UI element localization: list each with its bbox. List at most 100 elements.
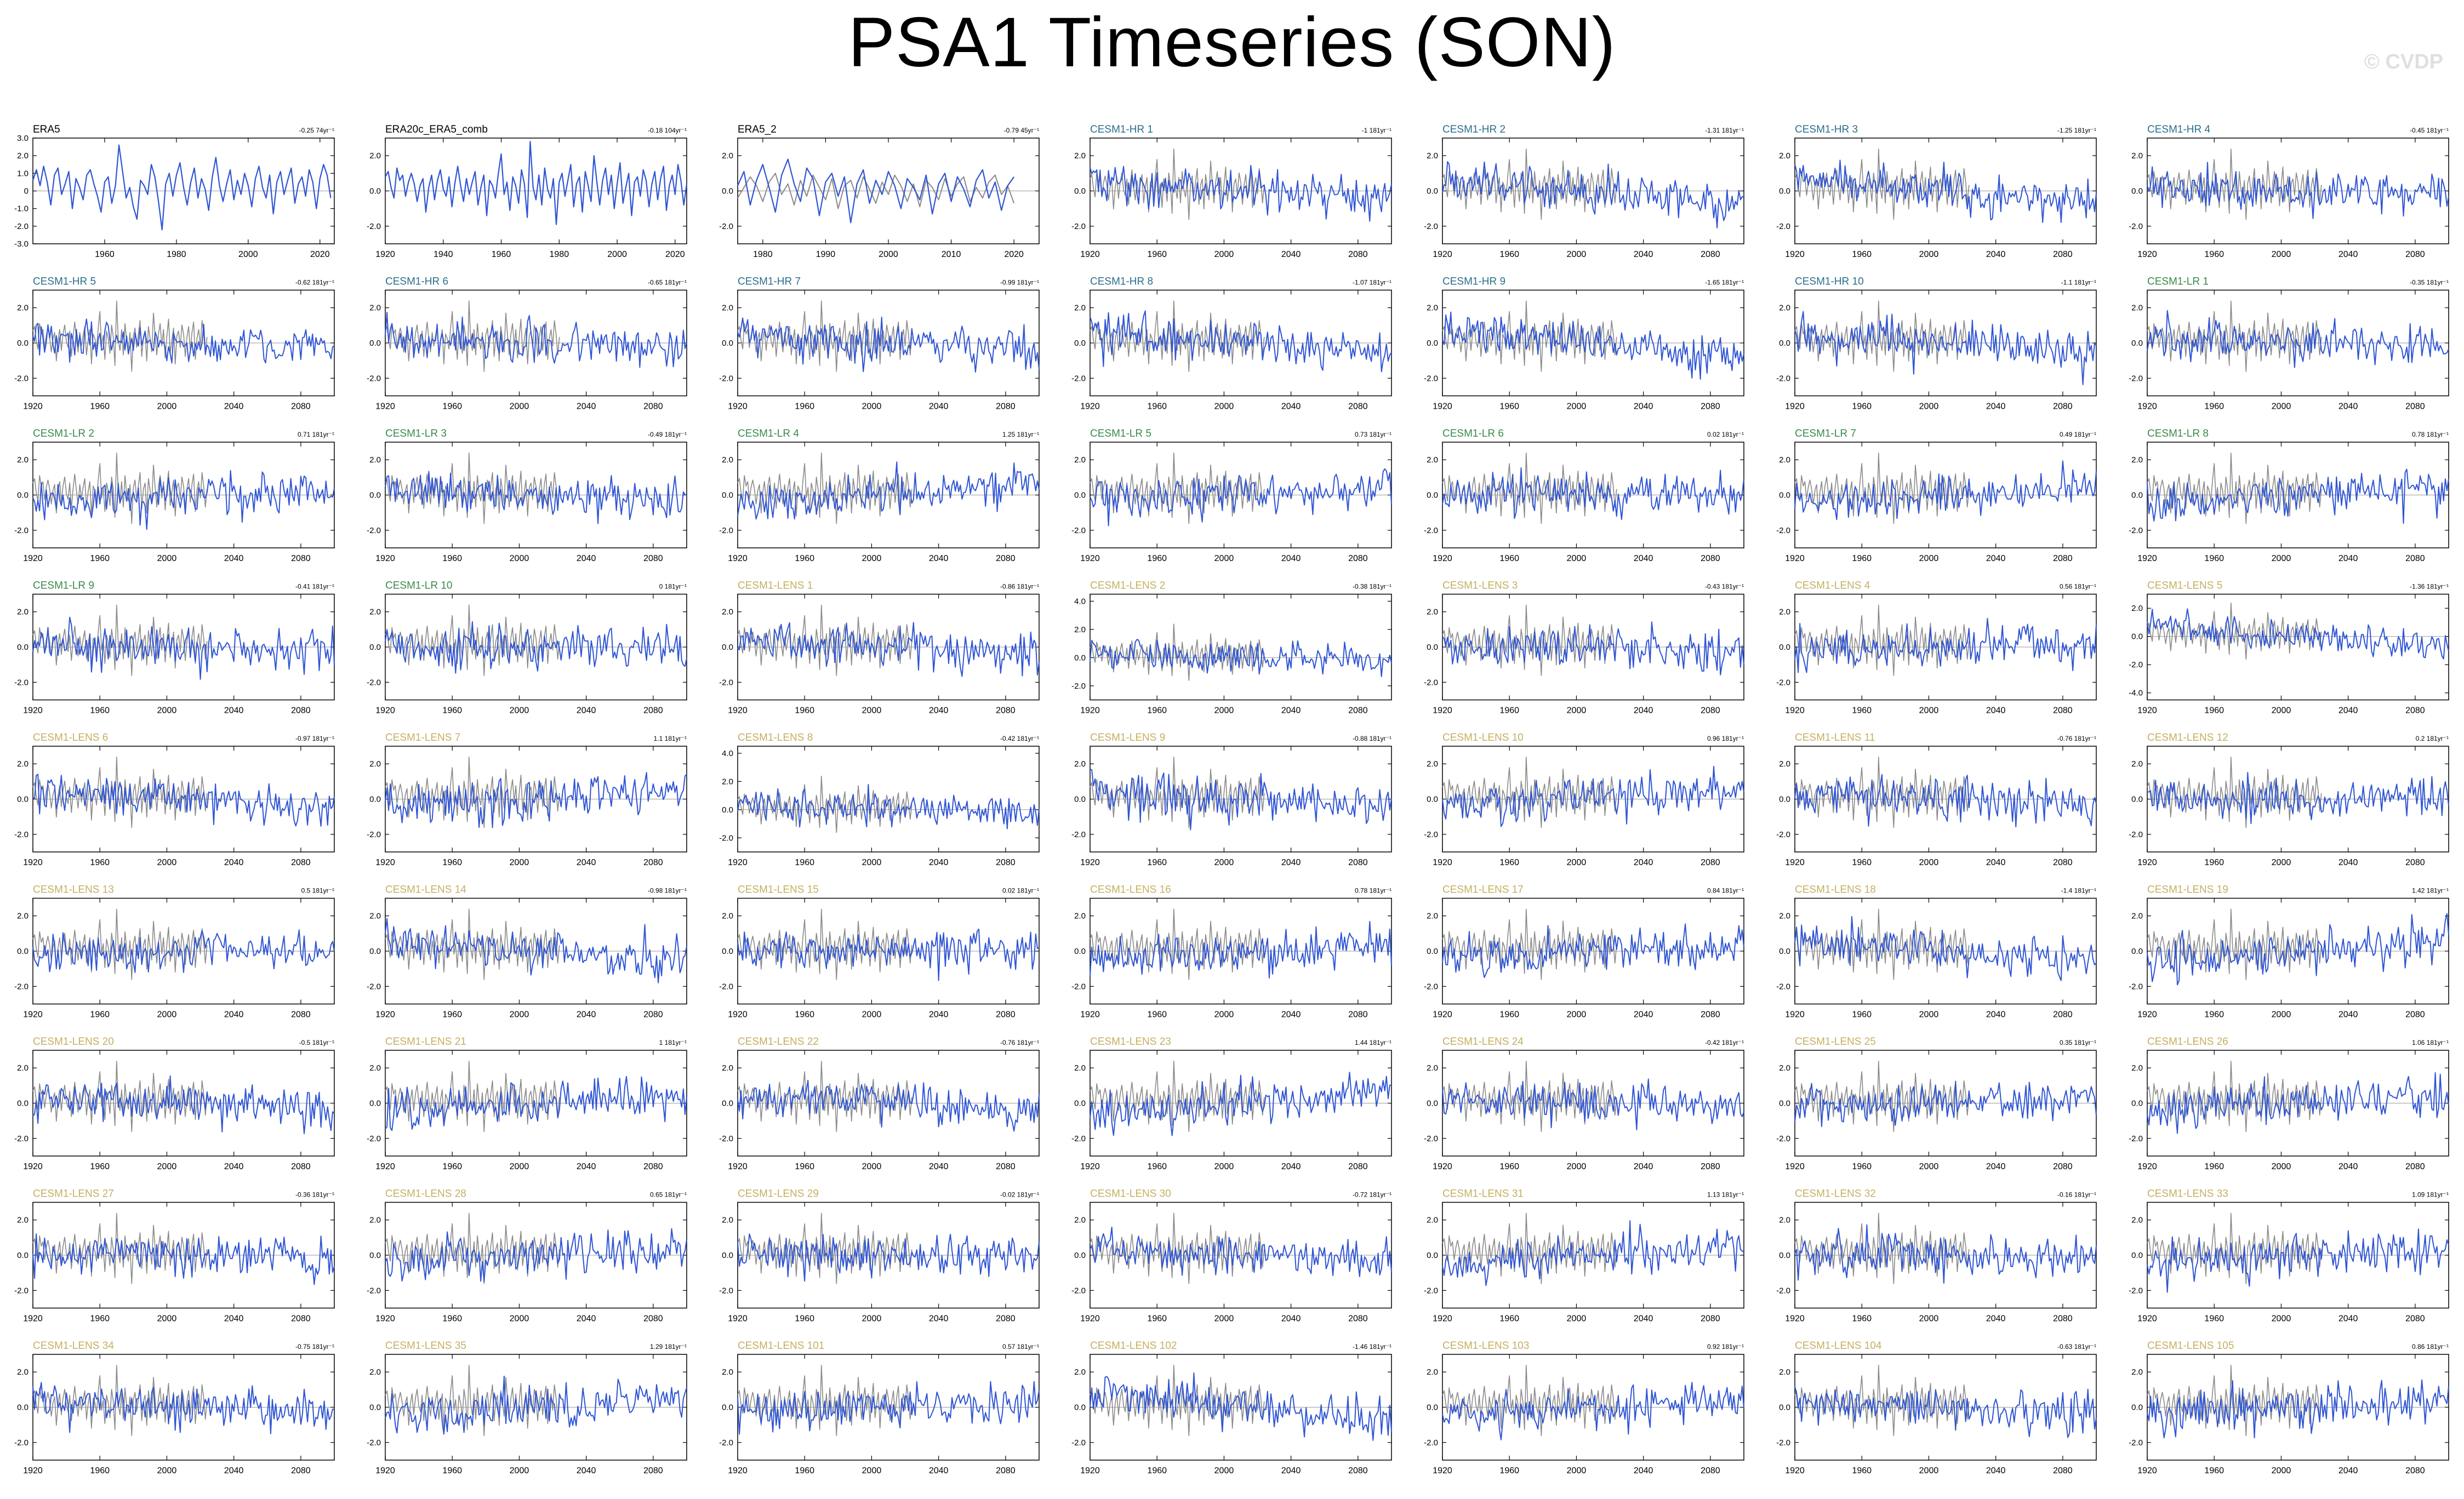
x-tick-label: 2000	[510, 1162, 529, 1171]
x-tick-label: 2040	[1281, 250, 1301, 259]
x-tick-label: 2040	[2338, 554, 2358, 563]
y-tick-label: -2.0	[1424, 374, 1438, 383]
panel-era20c-era5-comb: ERA20c_ERA5_comb -0.18 104yr⁻¹ -2.0 0.0 2.0 1…	[367, 124, 688, 259]
panel-era5: ERA5 -0.25 74yr⁻¹ -3.0 -2.0 -1.0 0 1.0 2.0 3.0 19…	[14, 124, 335, 259]
x-tick-label: 2000	[2272, 1314, 2291, 1324]
panel-title: CESM1-HR 7	[738, 276, 801, 288]
x-tick-label: 2000	[2272, 1162, 2291, 1171]
panel-title: CESM1-LENS 16	[1090, 884, 1171, 896]
x-tick-label: 2080	[2053, 1314, 2073, 1324]
y-tick-label: 0.0	[17, 643, 28, 652]
trend-label: -0.62 181yr⁻¹	[295, 279, 334, 287]
x-tick-label: 1920	[1433, 250, 1452, 259]
x-tick-label: 2000	[1567, 1162, 1587, 1171]
x-tick-label: 1980	[167, 250, 186, 259]
panel-title: CESM1-LENS 3	[1442, 580, 1518, 592]
trend-label: -0.86 181yr⁻¹	[1000, 583, 1039, 591]
x-tick-label: 2000	[2272, 402, 2291, 411]
x-tick-label: 1960	[795, 706, 814, 716]
x-tick-label: 1920	[1433, 554, 1452, 563]
x-tick-label: 2000	[1567, 858, 1587, 867]
x-tick-label: 1920	[1433, 858, 1452, 867]
x-tick-label: 2080	[291, 1314, 311, 1324]
x-tick-label: 2040	[1634, 1162, 1653, 1171]
x-tick-label: 2040	[1986, 402, 2006, 411]
x-tick-label: 2080	[1348, 1314, 1368, 1324]
series-line	[1442, 467, 1744, 520]
x-tick-label: 1920	[2137, 1466, 2157, 1475]
y-tick-label: 0.0	[1427, 1099, 1438, 1108]
panel-cesm1-hr-3: CESM1-HR 3 -1.25 181yr⁻¹ -2.0 0.0 2.0 1920 196…	[1776, 124, 2097, 259]
y-tick-label: 0.0	[2131, 187, 2143, 196]
x-tick-label: 1960	[1852, 1162, 1872, 1171]
y-tick-label: -2.0	[1776, 1286, 1790, 1295]
x-tick-label: 1920	[375, 858, 395, 867]
x-tick-label: 2040	[2338, 706, 2358, 716]
x-tick-label: 1920	[375, 402, 395, 411]
y-tick-label: 0.0	[1074, 795, 1086, 804]
x-tick-label: 2040	[577, 402, 596, 411]
y-tick-label: 2.0	[369, 304, 381, 313]
panel-cesm1-hr-4: CESM1-HR 4 -0.45 181yr⁻¹ -2.0 0.0 2.0 1920 196…	[2129, 124, 2449, 259]
x-tick-label: 2080	[1701, 554, 1720, 563]
y-tick-label: -2.0	[367, 678, 381, 687]
trend-label: -0.18 104yr⁻¹	[648, 127, 687, 134]
trend-label: 1.25 181yr⁻¹	[1002, 431, 1039, 438]
x-tick-label: 2080	[291, 1162, 311, 1171]
x-tick-label: 2080	[2405, 1466, 2425, 1475]
y-tick-label: -2.0	[14, 374, 28, 383]
panel-title: CESM1-LENS 20	[33, 1036, 114, 1048]
x-tick-label: 2040	[577, 1010, 596, 1020]
x-tick-label: 2000	[1567, 1010, 1587, 1020]
trend-label: -0.98 181yr⁻¹	[648, 887, 687, 895]
x-tick-label: 2080	[291, 706, 311, 716]
plot-frame	[737, 746, 1040, 853]
obs-overlay-line	[1794, 1365, 1970, 1437]
y-tick-label: -2.0	[367, 222, 381, 231]
series-line	[1794, 159, 2097, 223]
x-tick-label: 2040	[2338, 1314, 2358, 1324]
trend-label: 1.42 181yr⁻¹	[2412, 887, 2449, 895]
panel-title: CESM1-LR 4	[738, 428, 799, 439]
x-tick-label: 2040	[1281, 858, 1301, 867]
x-tick-label: 2020	[310, 250, 330, 259]
trend-label: 0.57 181yr⁻¹	[1002, 1343, 1039, 1351]
series-line	[2147, 162, 2449, 219]
series-line	[32, 774, 335, 827]
x-tick-label: 2000	[157, 706, 177, 716]
panel-cesm1-lr-3: CESM1-LR 3 -0.49 181yr⁻¹ -2.0 0.0 2.0 1920 196…	[367, 428, 687, 563]
series-line	[737, 1233, 1040, 1282]
y-tick-label: -2.0	[2129, 982, 2143, 991]
panel-cesm1-lens-17: CESM1-LENS 17 0.84 181yr⁻¹ -2.0 0.0 2.0 1920 1…	[1424, 884, 1744, 1020]
x-tick-label: 2040	[1634, 1010, 1653, 1020]
panel-title: CESM1-LENS 35	[385, 1340, 466, 1352]
x-tick-label: 1920	[2137, 250, 2157, 259]
series-line	[1090, 1227, 1392, 1278]
y-tick-label: 2.0	[1779, 304, 1790, 313]
y-tick-label: 2.0	[17, 151, 28, 161]
trend-label: -1.1 181yr⁻¹	[2061, 279, 2096, 287]
x-tick-label: 2000	[1919, 858, 1939, 867]
y-tick-label: 2.0	[1427, 759, 1438, 769]
x-tick-label: 1960	[1147, 554, 1167, 563]
panel-cesm1-lens-35: CESM1-LENS 35 1.29 181yr⁻¹ -2.0 0.0 2.0 1920 1…	[367, 1340, 687, 1475]
x-tick-label: 1960	[795, 1010, 814, 1020]
x-tick-label: 2080	[2405, 1162, 2425, 1171]
panel-title: CESM1-HR 1	[1090, 124, 1153, 135]
x-tick-label: 1920	[728, 1314, 748, 1324]
y-tick-label: 0.0	[1427, 339, 1438, 348]
panel-cesm1-lens-15: CESM1-LENS 15 0.02 181yr⁻¹ -2.0 0.0 2.0 1920 1…	[719, 884, 1040, 1020]
y-tick-label: 0.0	[17, 339, 28, 348]
trend-label: 0 181yr⁻¹	[659, 583, 687, 591]
series-line	[1442, 765, 1744, 827]
trend-label: 0.02 181yr⁻¹	[1707, 431, 1744, 438]
x-tick-label: 2000	[2272, 858, 2291, 867]
x-tick-label: 1920	[23, 858, 43, 867]
y-tick-label: 2.0	[1779, 1368, 1790, 1377]
x-tick-label: 2040	[2338, 858, 2358, 867]
series-line	[1794, 617, 2097, 673]
x-tick-label: 2000	[1567, 1314, 1587, 1324]
y-tick-label: 2.0	[1427, 1368, 1438, 1377]
obs-overlay-line	[1442, 604, 1617, 676]
x-tick-label: 1960	[2204, 554, 2224, 563]
